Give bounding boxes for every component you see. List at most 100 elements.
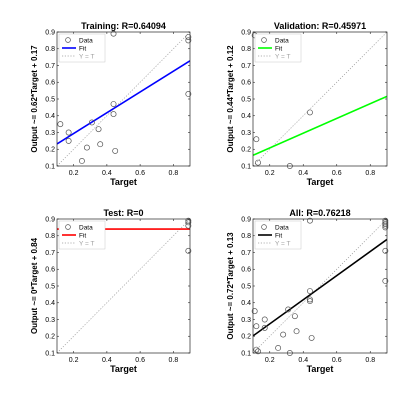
x-axis-label: Target — [110, 177, 137, 187]
legend-label-fit: Fit — [79, 232, 86, 239]
y-tick-label: 0.2 — [45, 334, 55, 341]
y-tick-label: 0.2 — [241, 334, 251, 341]
y-tick-label: 0.6 — [241, 267, 251, 274]
data-point — [307, 217, 313, 224]
y-tick-label: 0.6 — [45, 267, 55, 274]
fit-line — [253, 238, 387, 337]
data-point — [112, 147, 119, 154]
y-tick-label: 0.5 — [45, 283, 55, 290]
legend-data-marker — [65, 37, 71, 43]
data-point — [83, 144, 90, 151]
y-tick-label: 0.8 — [45, 46, 55, 53]
y-tick-label: 0.1 — [241, 163, 251, 170]
data-point — [382, 247, 389, 254]
y-tick-label: 0.6 — [45, 80, 55, 87]
data-point — [307, 109, 313, 116]
x-tick-label: 0.2 — [69, 357, 79, 364]
y-tick-label: 0.7 — [45, 250, 55, 257]
x-tick-label: 0.6 — [135, 170, 145, 177]
data-point — [307, 288, 313, 294]
legend-label-data: Data — [79, 37, 93, 44]
x-axis-label: Target — [307, 364, 334, 374]
y-tick-label: 0.4 — [241, 113, 251, 120]
data-point — [293, 328, 300, 335]
data-point — [382, 224, 389, 231]
y-tick-label: 0.7 — [45, 63, 55, 70]
data-point — [88, 119, 95, 126]
y-tick-label: 0.1 — [45, 163, 55, 170]
chart-title: Validation: R=0.45971 — [274, 21, 366, 31]
data-point — [285, 306, 292, 313]
data-point — [65, 129, 72, 136]
y-tick-label: 0.5 — [45, 96, 55, 103]
data-point — [78, 158, 85, 164]
legend-data-marker — [65, 224, 71, 230]
data-point — [261, 324, 268, 331]
data-point — [110, 111, 117, 118]
x-tick-label: 0.8 — [365, 170, 375, 177]
y-tick-label: 0.8 — [241, 46, 251, 53]
legend-label-y-equals-t: Y = T — [79, 240, 95, 247]
x-tick-label: 0.8 — [365, 357, 375, 364]
y-tick-label: 0.6 — [241, 80, 251, 87]
data-point — [253, 346, 260, 353]
x-axis-label: Target — [307, 177, 334, 187]
panel-3: 0.2 0.4 0.6 0.8 0.1 0.2 0.3 0.4 0.5 0.6 0.7 0.8 0.9 T… — [30, 208, 192, 374]
data-point — [307, 296, 313, 303]
data-point — [185, 91, 192, 97]
y-tick-label: 0.9 — [45, 216, 55, 223]
panel-2: 0.2 0.4 0.6 0.8 0.1 0.2 0.3 0.4 0.5 0.6 0.7 0.8 0.9 V… — [226, 21, 388, 187]
reference-line-y-equals-t — [57, 219, 190, 353]
fit-line — [57, 60, 190, 145]
panel-4: 0.2 0.4 0.6 0.8 0.1 0.2 0.3 0.4 0.5 0.6 0.7 0.8 0.9 A… — [226, 208, 389, 374]
y-tick-label: 0.3 — [241, 317, 251, 324]
data-point — [255, 348, 261, 355]
data-point — [185, 247, 192, 254]
data-point — [382, 221, 389, 227]
x-tick-label: 0.8 — [169, 170, 179, 177]
data-point — [251, 308, 258, 315]
data-point — [253, 136, 260, 143]
y-tick-label: 0.9 — [241, 29, 251, 36]
x-tick-label: 0.4 — [298, 170, 308, 177]
y-axis-label: Output ~= 0.62*Target + 0.17 — [30, 45, 39, 153]
legend-label-fit: Fit — [275, 232, 282, 239]
fit-line — [253, 95, 387, 157]
legend-label-fit: Fit — [79, 45, 86, 52]
y-axis-label: Output ~= 0*Target + 0.84 — [30, 237, 39, 334]
data-point — [185, 222, 192, 229]
chart-title: Test: R=0 — [103, 208, 143, 218]
legend-data-marker — [261, 37, 267, 43]
legend-label-y-equals-t: Y = T — [275, 53, 291, 60]
legend-label-fit: Fit — [275, 45, 282, 52]
legend-label-y-equals-t: Y = T — [275, 240, 291, 247]
y-tick-label: 0.3 — [241, 130, 251, 137]
data-point — [95, 126, 102, 133]
y-tick-label: 0.2 — [45, 147, 55, 154]
y-tick-label: 0.1 — [241, 350, 251, 357]
y-tick-label: 0.5 — [241, 96, 251, 103]
chart-title: All: R=0.76218 — [289, 208, 350, 218]
y-tick-label: 0.4 — [241, 300, 251, 307]
x-tick-label: 0.2 — [265, 170, 275, 177]
y-tick-label: 0.9 — [45, 29, 55, 36]
data-point — [185, 219, 192, 226]
x-tick-label: 0.2 — [69, 170, 79, 177]
data-point — [110, 30, 117, 37]
y-tick-label: 0.7 — [241, 250, 251, 257]
data-point — [185, 34, 192, 40]
data-point — [253, 323, 260, 330]
reference-line-y-equals-t — [253, 32, 387, 166]
chart-title: Training: R=0.64094 — [81, 21, 166, 31]
y-tick-label: 0.1 — [45, 350, 55, 357]
panel-1: 0.2 0.4 0.6 0.8 0.1 0.2 0.3 0.4 0.5 0.6 0.7 0.8 0.9 T… — [30, 21, 192, 187]
x-axis-label: Target — [110, 364, 137, 374]
x-tick-label: 0.6 — [332, 170, 342, 177]
data-point — [185, 37, 192, 44]
y-tick-label: 0.5 — [241, 283, 251, 290]
y-tick-label: 0.8 — [241, 233, 251, 240]
legend-label-y-equals-t: Y = T — [79, 53, 95, 60]
data-point — [110, 101, 117, 107]
legend-label-data: Data — [275, 224, 289, 231]
